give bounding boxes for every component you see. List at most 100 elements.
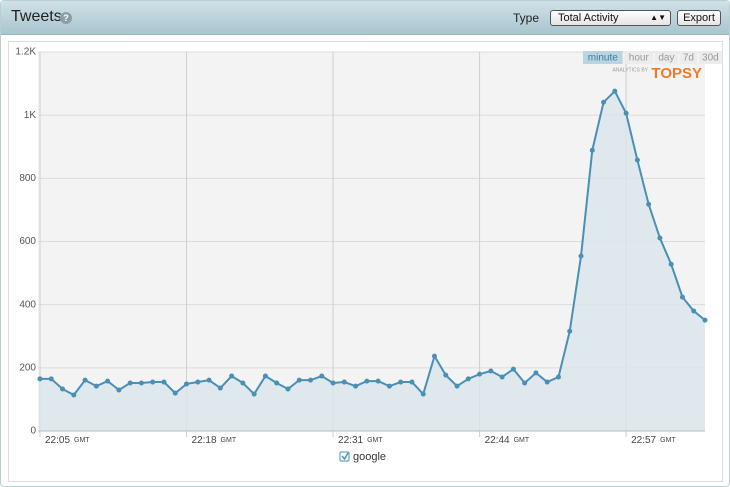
type-label: Type [513,11,540,25]
point [634,157,640,163]
point [308,377,314,383]
point [217,385,223,391]
range-button-bg[interactable] [655,51,678,64]
point [454,383,460,389]
range-button-bg[interactable] [699,51,722,64]
point [353,383,359,389]
point [274,380,280,386]
y-tick-label: 1K [24,110,37,121]
y-tick-label: 600 [19,236,36,247]
point [105,378,111,384]
brand-name: TOPSY [651,65,702,82]
point [488,368,494,374]
x-tick-unit: GMT [660,437,676,444]
point [623,110,629,116]
brand-prefix: ANALYTICS BY [613,67,649,73]
point [71,392,77,398]
range-button[interactable]: hour [629,53,650,64]
x-tick-time: 22:18 [192,435,217,446]
legend-check [341,452,349,461]
point [567,328,573,334]
point [533,370,539,376]
point [431,353,437,359]
x-tick-label: 22:05 GMT [45,435,90,446]
title: Tweets [11,8,62,25]
point [409,379,415,385]
range-button-bg[interactable] [679,51,697,64]
point [296,377,302,383]
help-icon[interactable]: ? [60,12,72,24]
y-tick-label: 1.2K [15,47,36,58]
point [364,378,370,384]
point [262,373,268,379]
point [48,376,54,382]
point [420,391,426,397]
point [375,378,381,384]
point [443,372,449,378]
point [398,379,404,385]
select-arrow: ▲▼ [650,13,666,22]
point [240,380,246,386]
point [330,380,336,386]
point [544,379,550,385]
range-button-bg[interactable] [583,51,623,64]
y-tick-label: 400 [19,299,36,310]
point [646,201,652,207]
point [82,377,88,383]
point [285,386,291,392]
point [691,308,697,314]
range-button-bg[interactable] [624,51,653,64]
point [555,374,561,380]
area [40,91,705,431]
point [206,377,212,383]
range-button[interactable]: day [658,53,674,64]
x-tick-unit: GMT [221,437,237,444]
range-button[interactable]: 30d [702,53,719,64]
x-tick-unit: GMT [367,437,383,444]
x-tick-label: 22:18 GMT [192,435,237,446]
type-select[interactable]: Total Activity ▲▼ [550,10,671,26]
point [668,261,674,267]
point [161,379,167,385]
point [229,373,235,379]
point [679,294,685,300]
point [150,379,156,385]
export-button[interactable]: Export [677,10,721,26]
header: Tweets ? Type Total Activity ▲▼ Export [1,1,729,35]
x-tick-unit: GMT [74,437,90,444]
point [127,380,133,386]
y-tick-label: 200 [19,362,36,373]
select-value: Total Activity [558,12,619,24]
x-tick-time: 22:05 [45,435,70,446]
point [601,99,607,105]
x-tick-label: 22:44 GMT [485,435,530,446]
point [251,391,257,397]
point [93,383,99,389]
y-tick-label: 800 [19,173,36,184]
x-tick-label: 22:31 GMT [338,435,383,446]
point [578,253,584,259]
x-tick-time: 22:57 [631,435,656,446]
point [172,390,178,396]
point [589,147,595,153]
point [386,383,392,389]
range-button[interactable]: 7d [683,53,694,64]
point [138,380,144,386]
x-tick-time: 22:44 [485,435,510,446]
y-tick-label: 0 [30,426,36,437]
point [657,235,663,241]
point [195,379,201,385]
point [60,386,66,392]
point [319,373,325,379]
x-tick-unit: GMT [514,437,530,444]
range-button[interactable]: minute [588,53,618,64]
point [116,387,122,393]
point [510,366,516,372]
point [184,381,190,387]
point [465,376,471,382]
x-tick-time: 22:31 [338,435,363,446]
point [341,379,347,385]
point [612,88,618,94]
point [499,374,505,380]
